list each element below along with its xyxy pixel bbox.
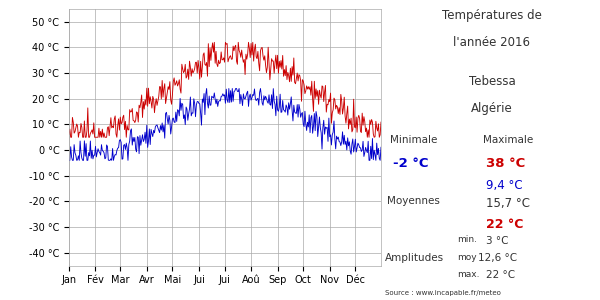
Text: Moyennes: Moyennes (387, 196, 440, 206)
Text: max.: max. (457, 270, 480, 279)
Text: l'année 2016: l'année 2016 (454, 36, 530, 49)
Text: 3 °C: 3 °C (486, 236, 509, 245)
Text: moy: moy (457, 253, 477, 262)
Text: Algérie: Algérie (471, 102, 513, 115)
Text: Minimale: Minimale (390, 135, 437, 145)
Text: 22 °C: 22 °C (486, 270, 515, 280)
Text: min.: min. (457, 236, 477, 244)
Text: 9,4 °C: 9,4 °C (486, 178, 523, 191)
Text: 12,6 °C: 12,6 °C (478, 253, 517, 262)
Text: Source : www.incapable.fr/meteo: Source : www.incapable.fr/meteo (385, 290, 500, 296)
Text: 15,7 °C: 15,7 °C (486, 196, 530, 209)
Text: Amplitudes: Amplitudes (385, 253, 444, 262)
Text: 38 °C: 38 °C (486, 157, 525, 169)
Text: -2 °C: -2 °C (393, 157, 428, 169)
Text: Tebessa: Tebessa (469, 75, 515, 88)
Text: Températures de: Températures de (442, 9, 542, 22)
Text: 22 °C: 22 °C (486, 218, 523, 230)
Text: Maximale: Maximale (483, 135, 533, 145)
